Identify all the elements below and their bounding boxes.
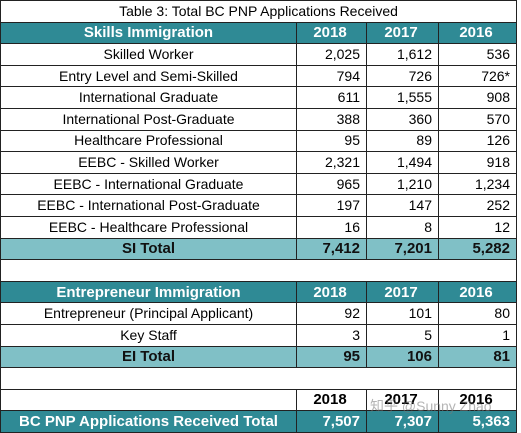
table-cell: 5,363 (438, 410, 517, 433)
table-cell: 95 (296, 345, 367, 369)
table-cell: 536 (438, 43, 517, 66)
table-cell: 2017 (366, 280, 439, 304)
table-cell: 7,507 (296, 410, 367, 433)
table-cell: EEBC - International Graduate (0, 172, 297, 196)
table-cell: Entry Level and Semi-Skilled (0, 64, 297, 88)
table-cell: 570 (438, 107, 517, 131)
watermark: 知乎 @Sunny Zhao (370, 398, 492, 414)
table-cell: 126 (438, 129, 517, 153)
year-header: 2018 2017 2016 (0, 388, 517, 412)
data-row: Healthcare Professional 95 89 126 (0, 129, 517, 153)
table-cell: Healthcare Professional (0, 129, 297, 153)
table-cell: 7,307 (366, 410, 439, 433)
data-row: Entrepreneur (Principal Applicant) 92 101 8… (0, 302, 517, 325)
table-cell: 2017 (366, 21, 439, 45)
table-cell (0, 259, 517, 282)
table-cell: 252 (438, 194, 517, 217)
table-cell: 1 (438, 323, 517, 347)
table-cell: 908 (438, 86, 517, 109)
table-cell: 1,555 (366, 86, 439, 109)
table-cell: 2016 (438, 280, 517, 304)
table-cell: 2016 (438, 21, 517, 45)
data-row: EEBC - International Post-Graduate 197 147… (0, 194, 517, 217)
table-cell: 7,201 (366, 237, 439, 261)
table-cell: 918 (438, 151, 517, 174)
table-cell: EEBC - Skilled Worker (0, 151, 297, 174)
table-cell (0, 388, 297, 412)
table-cell (0, 367, 517, 390)
table-cell: 8 (366, 215, 439, 239)
data-row: EEBC - Skilled Worker 2,321 1,494 918 (0, 151, 517, 174)
table-cell: Skills Immigration (0, 21, 297, 45)
table-cell: 726* (438, 64, 517, 88)
table-cell: Key Staff (0, 323, 297, 347)
table-cell: 92 (296, 302, 367, 325)
table-cell: 101 (366, 302, 439, 325)
table-cell: 1,494 (366, 151, 439, 174)
table-cell: 95 (296, 129, 367, 153)
table-cell: 106 (366, 345, 439, 369)
table-cell: International Post-Graduate (0, 107, 297, 131)
table-cell: 147 (366, 194, 439, 217)
table-cell: International Graduate (0, 86, 297, 109)
table-cell: 388 (296, 107, 367, 131)
data-row: International Graduate 611 1,555 908 (0, 86, 517, 109)
table-cell: Entrepreneur (Principal Applicant) (0, 302, 297, 325)
table-cell: SI Total (0, 237, 297, 261)
title-row: Table 3: Total BC PNP Applications Recei… (0, 0, 517, 23)
table-cell: 2018 (296, 21, 367, 45)
table-cell: 197 (296, 194, 367, 217)
table-cell: 16 (296, 215, 367, 239)
table-cell: 360 (366, 107, 439, 131)
table-cell: BC PNP Applications Received Total (0, 410, 297, 433)
data-row: Entry Level and Semi-Skilled 794 726 726* (0, 64, 517, 88)
table-cell: EEBC - Healthcare Professional (0, 215, 297, 239)
table-cell: 1,612 (366, 43, 439, 66)
total-row: EI Total 95 106 81 (0, 345, 517, 369)
table-cell: 965 (296, 172, 367, 196)
data-row: International Post-Graduate 388 360 570 (0, 107, 517, 131)
section-header: Skills Immigration 2018 2017 2016 (0, 21, 517, 45)
table-cell: Skilled Worker (0, 43, 297, 66)
table-cell: 5 (366, 323, 439, 347)
blank-row (0, 259, 517, 282)
table-cell: 12 (438, 215, 517, 239)
table-cell: 2,321 (296, 151, 367, 174)
table-cell: EEBC - International Post-Graduate (0, 194, 297, 217)
table-cell: 1,210 (366, 172, 439, 196)
table-cell: 81 (438, 345, 517, 369)
data-row: Skilled Worker 2,025 1,612 536 (0, 43, 517, 66)
data-row: EEBC - Healthcare Professional 16 8 12 (0, 215, 517, 239)
data-row: EEBC - International Graduate 965 1,210 1,2… (0, 172, 517, 196)
grand-total-row: BC PNP Applications Received Total 7,507 7… (0, 410, 517, 433)
table-cell: 2018 (296, 280, 367, 304)
table-cell: 5,282 (438, 237, 517, 261)
table-cell: 3 (296, 323, 367, 347)
total-row: SI Total 7,412 7,201 5,282 (0, 237, 517, 261)
table-cell: 89 (366, 129, 439, 153)
table-cell: 2,025 (296, 43, 367, 66)
table-cell: 80 (438, 302, 517, 325)
table-cell: 2018 (296, 388, 367, 412)
blank-row (0, 367, 517, 390)
table-cell: 726 (366, 64, 439, 88)
table-cell: EI Total (0, 345, 297, 369)
table-cell: Entrepreneur Immigration (0, 280, 297, 304)
table-cell: 794 (296, 64, 367, 88)
table-title: Table 3: Total BC PNP Applications Recei… (0, 0, 517, 23)
section-header: Entrepreneur Immigration 2018 2017 2016 (0, 280, 517, 304)
table-cell: 7,412 (296, 237, 367, 261)
table-cell: 1,234 (438, 172, 517, 196)
table-cell: 611 (296, 86, 367, 109)
data-row: Key Staff 3 5 1 (0, 323, 517, 347)
